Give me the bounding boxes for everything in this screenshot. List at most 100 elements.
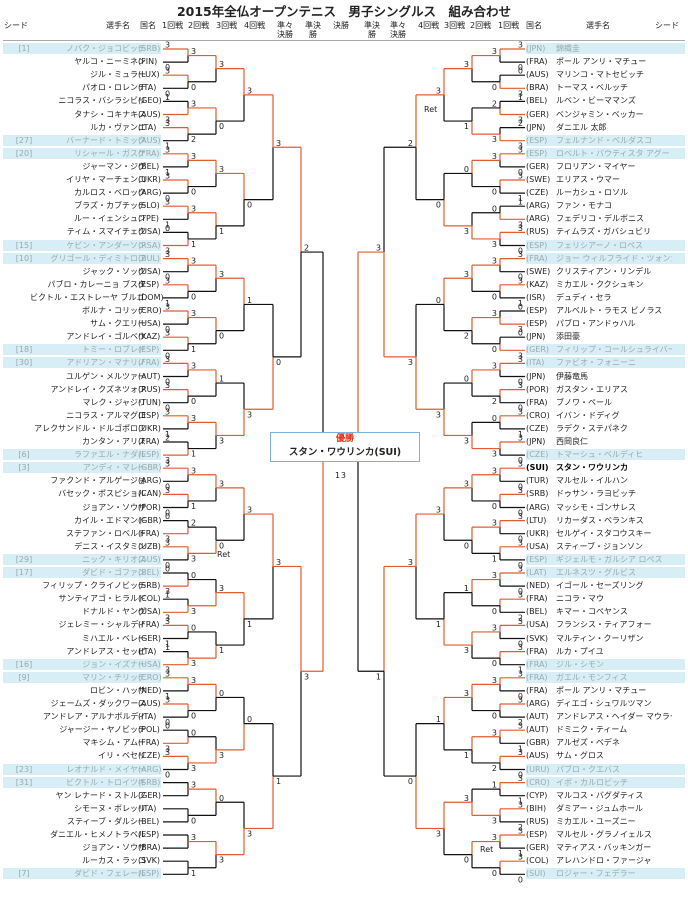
player-seed: [7] xyxy=(18,869,30,879)
player-nat: (FRA) xyxy=(138,358,160,368)
player-name: ニコラス・アルマグロ xyxy=(66,410,146,420)
match-score: 3 xyxy=(408,558,413,567)
match-score: 3 xyxy=(165,41,170,50)
player-name: パブロ・クエバス xyxy=(556,764,620,774)
player-row: イゴール・セーズリング (NED) xyxy=(526,580,688,591)
match-score: 0 xyxy=(165,63,170,72)
player-nat: (BRA) xyxy=(138,843,161,853)
match-score: 0 xyxy=(165,565,170,574)
match-score: 0 xyxy=(518,329,523,338)
match-score: 3 xyxy=(219,270,224,279)
player-name: バーナード・トミック xyxy=(66,135,146,145)
player-seed: [15] xyxy=(15,240,33,250)
player-nat: (ITA) xyxy=(138,803,157,813)
seed-row-highlight xyxy=(526,671,685,683)
match-score: 0 xyxy=(492,83,497,92)
match-score: 1 xyxy=(191,240,196,249)
player-row: イバン・ドディグ (CRO) xyxy=(526,410,688,421)
player-nat: (ARG) xyxy=(526,699,550,708)
match-score: 3 xyxy=(165,587,170,596)
player-name: ジョー ウィルフライド・ツォンガ xyxy=(556,253,672,263)
player-row: ニコラス・アルマグロ (ESP) xyxy=(0,410,170,421)
player-nat: (CRO) xyxy=(526,777,550,787)
player-name: ルー・イェンシュン xyxy=(74,214,146,224)
match-score: 3 xyxy=(518,355,523,364)
player-row: リカーダス・ベランキス (LTU) xyxy=(526,515,688,526)
match-score: 3 xyxy=(165,748,170,757)
match-score: 1 xyxy=(165,220,170,229)
match-score: 0 xyxy=(165,512,170,521)
match-score: 0 xyxy=(165,378,170,387)
match-score: 1 xyxy=(518,93,523,102)
player-name: マルティン・クーリザン xyxy=(556,633,644,643)
match-score: 3 xyxy=(165,407,170,416)
match-score: 3 xyxy=(191,607,196,616)
match-score: 0 xyxy=(165,194,170,203)
player-name: ポール アンリ・マチュー xyxy=(556,685,647,695)
player-row: [8]スタン・ワウリンカ(SUI) xyxy=(526,462,688,473)
player-nat: (SRB) xyxy=(138,581,161,591)
match-score: 3 xyxy=(165,617,170,626)
player-nat: (FRA) xyxy=(526,57,548,67)
match-score: 0 xyxy=(518,535,523,544)
player-name: シモーヌ・ボレッリ xyxy=(74,803,146,813)
player-row: [22]フィリップ・コールシュライバー(GER) xyxy=(526,344,688,355)
player-nat: (SVK) xyxy=(138,856,161,866)
header-seed-right: シード xyxy=(655,21,679,30)
player-nat: (FRA) xyxy=(526,659,548,669)
seed-row-highlight xyxy=(3,671,161,683)
header-r4-right: 4回戦 xyxy=(418,21,440,30)
match-score: 3 xyxy=(518,172,523,181)
player-row: フロリアン・マイヤー (GER) xyxy=(526,161,688,172)
player-row: ヤルコ・ニーミネン (FIN) xyxy=(0,56,170,67)
match-score: 0 xyxy=(165,722,170,731)
match-score: 3 xyxy=(464,646,469,655)
match-score: 0 xyxy=(518,303,523,312)
player-name: ギジェルモ・ガルシア ロペス xyxy=(556,554,663,564)
header-sf-right: 準決勝 xyxy=(364,21,380,39)
match-score: 0 xyxy=(165,771,170,780)
match-score: 1 xyxy=(165,692,170,701)
player-nat: (AUS) xyxy=(138,699,161,708)
player-seed: [30] xyxy=(15,358,33,368)
match-score: 3 xyxy=(219,584,224,593)
player-name: グリゴール・ディミトロフ xyxy=(50,253,146,263)
match-score: 3 xyxy=(464,60,469,69)
seed-row-highlight xyxy=(3,252,161,264)
match-score: 3 xyxy=(518,486,523,495)
player-name: マッシモ・ゴンサレス xyxy=(556,502,636,512)
match-score: 3 xyxy=(165,172,170,181)
player-name: クリスティアン・リンデル xyxy=(556,266,652,276)
player-nat: (ITA) xyxy=(526,358,545,368)
match-score: 0 xyxy=(165,224,170,233)
match-score: 3 xyxy=(247,410,252,419)
match-score: 0 xyxy=(492,414,497,423)
player-nat: (SWE) xyxy=(526,175,551,184)
match-score: 3 xyxy=(492,47,497,56)
player-row: ファン・モナコ (ARG) xyxy=(526,200,688,211)
match-score: 3 xyxy=(165,276,170,285)
match-score: 0 xyxy=(219,332,224,341)
player-row: ドミニク・ティーム (AUT) xyxy=(526,724,688,735)
player-name: アルゼズ・ベデネ xyxy=(556,738,620,748)
player-row: [21]パブロ・クエバス(URU) xyxy=(526,764,688,775)
player-nat: (BEL) xyxy=(138,816,160,826)
player-row: サム・クエリー (USA) xyxy=(0,318,170,329)
player-name: ラデク・ステパネク xyxy=(556,423,628,433)
player-name: カイル・エドマンド xyxy=(74,515,146,525)
match-score: 0 xyxy=(492,869,497,878)
player-row: シモーヌ・ボレッリ (ITA) xyxy=(0,803,170,814)
player-name: ジャージー・ヤノビッチ xyxy=(59,725,146,735)
player-seed: [17] xyxy=(15,568,33,577)
player-nat: (RUS) xyxy=(526,816,549,826)
player-name: イリヤ・マーチェンコ xyxy=(66,175,146,184)
player-name: ガスタン・エリアス xyxy=(556,384,628,394)
match-score: 0 xyxy=(191,728,196,737)
player-name: カルロス・ベロック xyxy=(74,188,146,198)
player-row: [20] リシャール・ガスケ (FRA) xyxy=(0,148,170,159)
player-name: 添田豪 xyxy=(556,332,580,342)
player-name: アンディ・マレー xyxy=(82,463,146,473)
player-name: セルゲイ・スタコウスキー xyxy=(556,528,652,538)
seed-row-highlight xyxy=(526,43,685,54)
match-score: 3 xyxy=(191,764,196,773)
